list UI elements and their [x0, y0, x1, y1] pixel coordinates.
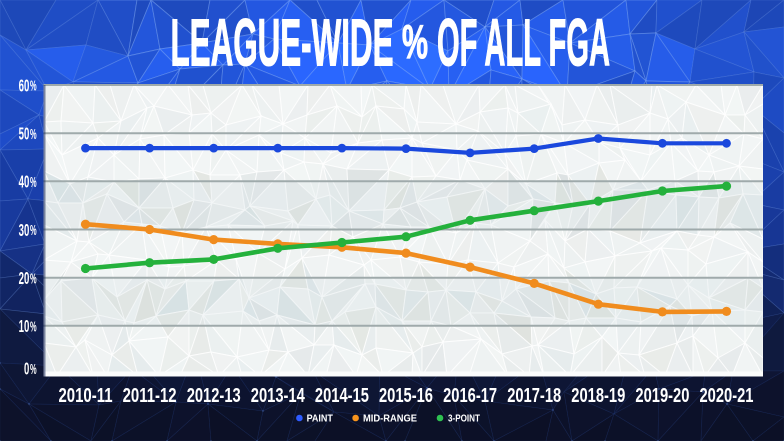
svg-text:%: % — [30, 223, 37, 239]
svg-text:10: 10 — [19, 316, 30, 336]
svg-text:%: % — [30, 127, 37, 143]
svg-text:2010-11: 2010-11 — [59, 385, 113, 407]
svg-text:%: % — [30, 271, 37, 287]
svg-text:2014-15: 2014-15 — [315, 385, 369, 407]
svg-text:0: 0 — [24, 359, 29, 379]
svg-text:2013-14: 2013-14 — [251, 385, 306, 407]
svg-text:%: % — [402, 15, 428, 68]
svg-text:PAINT: PAINT — [307, 414, 333, 425]
svg-text:2017-18: 2017-18 — [507, 385, 561, 407]
svg-text:%: % — [30, 320, 37, 336]
svg-text:LEAGUE-WIDE: LEAGUE-WIDE — [171, 6, 394, 81]
svg-text:MID-RANGE: MID-RANGE — [363, 414, 417, 425]
svg-text:2016-17: 2016-17 — [443, 385, 497, 407]
svg-text:2019-20: 2019-20 — [635, 385, 689, 407]
svg-text:2011-12: 2011-12 — [123, 385, 177, 407]
svg-text:60: 60 — [19, 75, 30, 95]
svg-text:40: 40 — [19, 172, 30, 192]
svg-text:%: % — [30, 362, 37, 378]
svg-text:30: 30 — [19, 220, 30, 240]
svg-text:20: 20 — [19, 268, 30, 288]
svg-text:2018-19: 2018-19 — [571, 385, 625, 407]
svg-text:2015-16: 2015-16 — [379, 385, 433, 407]
svg-text:OF ALL FGA: OF ALL FGA — [437, 6, 610, 81]
svg-text:%: % — [30, 175, 37, 191]
svg-text:2012-13: 2012-13 — [187, 385, 241, 407]
svg-text:3-POINT: 3-POINT — [448, 414, 480, 425]
svg-text:2020-21: 2020-21 — [700, 385, 754, 407]
svg-text:50: 50 — [19, 124, 30, 144]
svg-text:%: % — [30, 79, 37, 95]
